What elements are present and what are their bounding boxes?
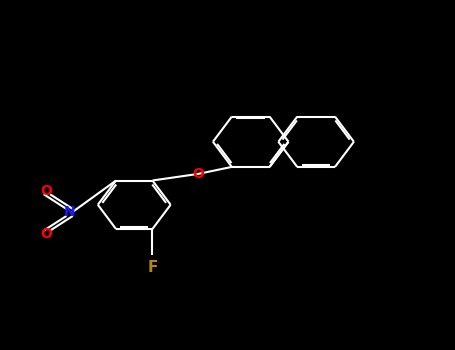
- Text: F: F: [147, 260, 157, 275]
- Text: O: O: [40, 227, 52, 241]
- Text: O: O: [40, 184, 52, 198]
- Text: N: N: [64, 205, 76, 219]
- Text: O: O: [192, 167, 204, 181]
